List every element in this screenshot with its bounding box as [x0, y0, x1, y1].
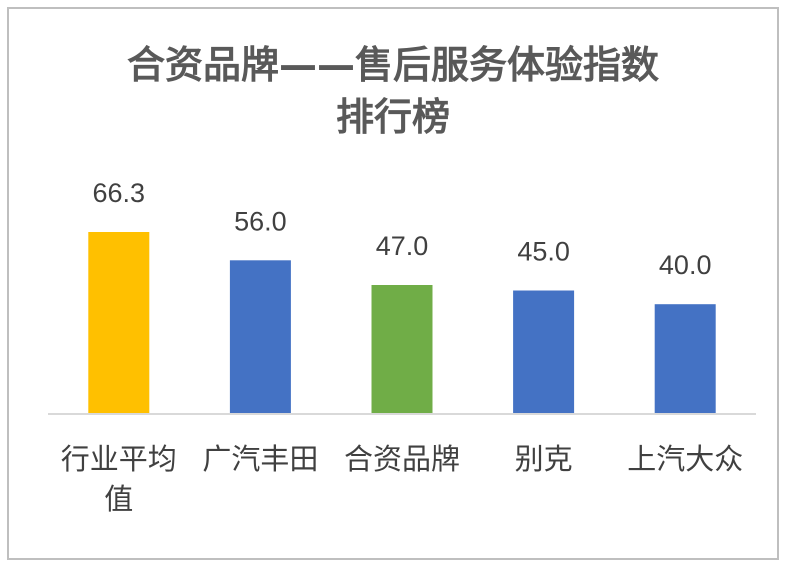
value-labels-layer: 66.3 56.0 47.0 45.0 40.0 [93, 178, 712, 280]
chart-title-line-2: 排行榜 [336, 95, 450, 139]
bar-2 [371, 285, 433, 414]
category-label-2: 合资品牌 [344, 442, 460, 476]
chart-title-line-1: 合资品牌——售后服务体验指数 [127, 43, 659, 87]
bar-4 [654, 304, 716, 414]
category-label-0-line-1: 值 [104, 482, 133, 516]
value-label-1: 56.0 [234, 206, 287, 236]
value-label-2: 47.0 [376, 231, 429, 261]
bar-1 [229, 260, 291, 414]
value-label-0: 66.3 [93, 178, 146, 208]
category-label-3: 别克 [515, 442, 573, 476]
category-label-0-line-0: 行业平均 [61, 442, 177, 476]
category-label-4: 上汽大众 [627, 442, 743, 476]
value-label-3: 45.0 [517, 237, 570, 267]
category-label-1: 广汽丰田 [202, 442, 318, 476]
value-label-4: 40.0 [659, 250, 712, 280]
bars-layer [88, 232, 716, 414]
bar-0 [88, 232, 150, 414]
bar-3 [513, 290, 575, 414]
